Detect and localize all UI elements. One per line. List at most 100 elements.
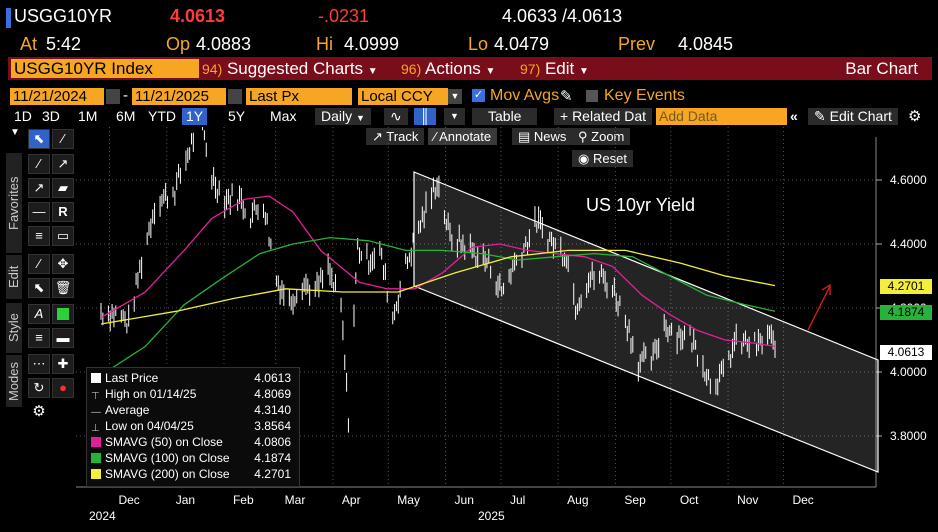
suggested-charts-menu[interactable]: 94) Suggested Charts ▼ bbox=[202, 57, 378, 80]
prev-value: 4.0845 bbox=[678, 34, 734, 54]
chart-type-label[interactable]: Bar Chart bbox=[845, 59, 918, 78]
move-icon[interactable]: ✥ bbox=[52, 254, 74, 274]
end-date-input[interactable]: 11/21/2025 bbox=[132, 88, 226, 105]
gear-icon[interactable]: ⚙ bbox=[28, 403, 50, 423]
legend-label: Low on 04/04/25 bbox=[105, 419, 194, 433]
segment-icon[interactable]: ↗ bbox=[28, 178, 50, 198]
news-icon: ▤ bbox=[518, 129, 531, 144]
legend-value: 4.1874 bbox=[254, 451, 291, 465]
bar-chart-icon[interactable]: ║ bbox=[414, 108, 436, 125]
font-icon[interactable]: A bbox=[28, 304, 50, 324]
suggested-charts-num: 94) bbox=[202, 61, 223, 77]
x-tick-label: Aug bbox=[567, 493, 589, 507]
legend-row[interactable]: ⊥ Low on 04/04/25 3.8564 bbox=[91, 419, 295, 434]
tab-modes[interactable]: Modes bbox=[6, 355, 22, 407]
annotate-button[interactable]: ∕ Annotate bbox=[428, 128, 498, 145]
frequency-select[interactable]: Daily ▼ bbox=[315, 108, 371, 125]
price-chart[interactable] bbox=[76, 127, 938, 532]
period-5y[interactable]: 5Y bbox=[228, 108, 246, 124]
tab-favorites[interactable]: Favorites bbox=[6, 153, 22, 253]
security-field[interactable]: USGG10YR Index bbox=[11, 59, 199, 78]
pen-icon[interactable]: ∕ bbox=[28, 254, 50, 274]
related-data-button[interactable]: + Related Dat bbox=[554, 108, 652, 125]
last-price: 4.0613 bbox=[170, 6, 226, 26]
legend-row[interactable]: SMAVG (100) on Close 4.1874 bbox=[91, 451, 295, 466]
chevron-down-icon[interactable]: ▼ bbox=[444, 108, 465, 125]
x-tick-label: Dec bbox=[792, 493, 814, 507]
menu-bar: USGG10YR Index 94) Suggested Charts ▼ 96… bbox=[8, 57, 932, 80]
hline-icon[interactable]: — bbox=[28, 202, 50, 222]
color-swatch-icon[interactable] bbox=[52, 304, 74, 324]
line-tool-icon[interactable]: ∕ bbox=[52, 129, 74, 149]
legend-panel[interactable]: Last Price 4.0613 ⊤ High on 01/14/25 4.8069 —… bbox=[86, 367, 300, 487]
calendar-icon[interactable] bbox=[228, 89, 242, 104]
legend-value: 4.3140 bbox=[254, 403, 291, 417]
news-button[interactable]: ▤ News bbox=[512, 128, 573, 145]
high-value: 4.0999 bbox=[344, 34, 400, 54]
line-chart-icon[interactable]: ∿ bbox=[384, 108, 408, 125]
legend-row[interactable]: ⊤ High on 01/14/25 4.8069 bbox=[91, 387, 295, 402]
tab-edit[interactable]: Edit bbox=[6, 255, 22, 299]
legend-swatch: — bbox=[91, 407, 101, 418]
legend-swatch bbox=[91, 469, 101, 479]
zoom-button[interactable]: ⚲ Zoom bbox=[572, 128, 631, 145]
currency-select[interactable]: Local CCY bbox=[358, 88, 448, 105]
trendline-icon[interactable]: ∕ bbox=[28, 154, 50, 174]
period-max[interactable]: Max bbox=[270, 108, 297, 124]
collapse-icon[interactable]: « bbox=[790, 108, 798, 124]
ray-icon[interactable]: ↗ bbox=[52, 154, 74, 174]
legend-row[interactable]: — Average 4.3140 bbox=[91, 403, 295, 418]
rectangle-icon[interactable]: ▭ bbox=[52, 226, 74, 246]
table-button[interactable]: Table bbox=[472, 108, 538, 125]
edit-menu[interactable]: 97) Edit ▼ bbox=[520, 57, 589, 80]
legend-value: 4.2701 bbox=[254, 467, 291, 481]
crosshair-icon[interactable]: ✚ bbox=[52, 354, 74, 374]
line-weight-icon[interactable]: ▬ bbox=[52, 328, 74, 348]
cycle-icon[interactable]: ↻ bbox=[28, 378, 50, 398]
annotation-title[interactable]: US 10yr Yield bbox=[586, 195, 696, 215]
channel-icon[interactable]: ▰ bbox=[52, 178, 74, 198]
start-date-input[interactable]: 11/21/2024 bbox=[10, 88, 104, 105]
legend-row[interactable]: SMAVG (200) on Close 4.2701 bbox=[91, 467, 295, 482]
trend-arrow[interactable] bbox=[807, 285, 831, 331]
actions-menu[interactable]: 96) Actions ▼ bbox=[401, 57, 495, 80]
palette-icon[interactable]: ● bbox=[52, 378, 74, 398]
mov-avgs-checkbox[interactable]: ✓ bbox=[472, 89, 485, 102]
period-3d[interactable]: 3D bbox=[42, 108, 60, 124]
legend-row[interactable]: SMAVG (50) on Close 4.0806 bbox=[91, 435, 295, 450]
quote-row: At 5:42 Op 4.0883 Hi 4.0999 Lo 4.0479 Pr… bbox=[20, 34, 920, 54]
track-button[interactable]: ↗ Track bbox=[366, 128, 425, 145]
period-1d[interactable]: 1D bbox=[14, 108, 32, 124]
key-events-checkbox[interactable] bbox=[586, 90, 598, 102]
chevron-down-icon[interactable]: ▼ bbox=[448, 89, 462, 104]
dashed-line-icon[interactable]: ⋯ bbox=[28, 354, 50, 374]
legend-swatch bbox=[91, 373, 101, 383]
edit-chart-label: Edit Chart bbox=[829, 108, 892, 124]
period-1m[interactable]: 1M bbox=[78, 108, 98, 124]
gear-icon[interactable]: ⚙ bbox=[908, 108, 922, 125]
reset-label: Reset bbox=[592, 151, 627, 166]
frequency-label: Daily bbox=[321, 108, 353, 124]
reset-button[interactable]: ◉ Reset bbox=[572, 150, 633, 167]
field-select[interactable]: Last Px bbox=[246, 88, 352, 105]
legend-row[interactable]: Last Price 4.0613 bbox=[91, 371, 295, 386]
pencil-icon: ∕ bbox=[434, 129, 437, 144]
legend-value: 4.0613 bbox=[254, 371, 291, 385]
line-style-icon[interactable]: ≡ bbox=[28, 328, 50, 348]
fib-icon[interactable]: ≡ bbox=[28, 226, 50, 246]
period-ytd[interactable]: YTD bbox=[148, 108, 176, 124]
reset-icon: ◉ bbox=[578, 151, 590, 166]
regression-channel[interactable] bbox=[413, 171, 879, 473]
trash-icon[interactable]: 🗑 bbox=[52, 278, 74, 298]
tab-style[interactable]: Style bbox=[6, 303, 22, 353]
edit-chart-button[interactable]: ✎ Edit Chart bbox=[808, 108, 898, 125]
select-icon[interactable]: ⬉ bbox=[28, 278, 50, 298]
pointer-icon[interactable]: ⬉ bbox=[28, 129, 50, 149]
collapse-down-icon[interactable]: ▼ bbox=[10, 127, 20, 138]
text-tool-icon[interactable]: R bbox=[52, 202, 74, 222]
add-data-input[interactable]: Add Data bbox=[656, 108, 787, 125]
calendar-icon[interactable] bbox=[106, 89, 120, 104]
pencil-icon[interactable]: ✎ bbox=[560, 88, 573, 105]
period-1y[interactable]: 1Y bbox=[182, 108, 208, 125]
period-6m[interactable]: 6M bbox=[116, 108, 136, 124]
